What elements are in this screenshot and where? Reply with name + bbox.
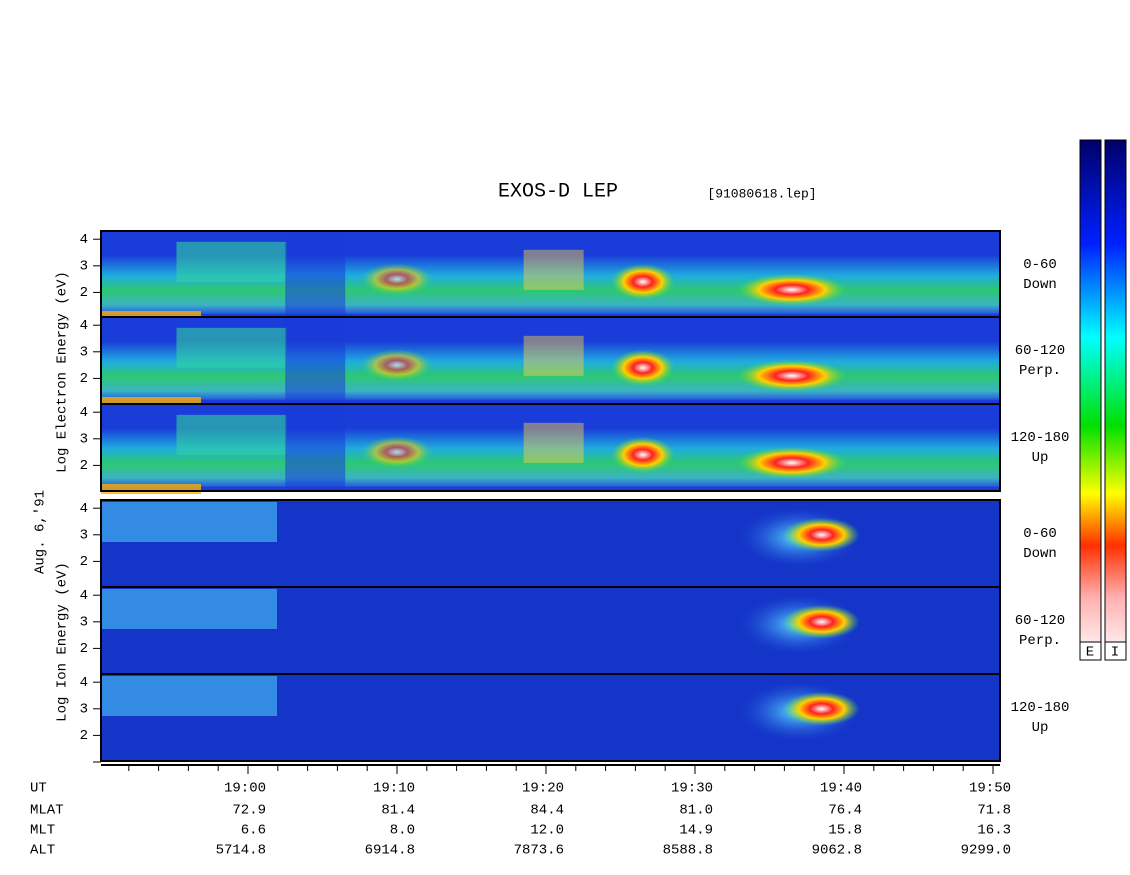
table-cell: 8.0 bbox=[390, 823, 415, 839]
spectrogram-hot bbox=[610, 436, 675, 473]
table-cell: 19:00 bbox=[224, 781, 266, 797]
spectrogram-low bbox=[101, 397, 201, 408]
spectrogram-hot bbox=[610, 263, 675, 300]
y-tick-label: 2 bbox=[80, 285, 88, 301]
table-cell: 15.8 bbox=[828, 823, 862, 839]
colorbar-label: E bbox=[1086, 645, 1094, 661]
spectrogram-hot bbox=[610, 349, 675, 386]
table-cell: 9062.8 bbox=[812, 843, 862, 859]
spectrogram-patch bbox=[101, 589, 277, 629]
spectrogram-hot bbox=[361, 436, 433, 469]
table-cell: 84.4 bbox=[530, 803, 564, 819]
spectrogram-patch bbox=[285, 317, 346, 404]
spectrogram-patch bbox=[285, 231, 346, 318]
table-cell: 19:50 bbox=[969, 781, 1011, 797]
panel-direction: Down bbox=[1023, 546, 1057, 562]
spectrogram-patch bbox=[285, 404, 346, 491]
table-cell: 72.9 bbox=[232, 803, 266, 819]
y-tick-label: 2 bbox=[80, 641, 88, 657]
spectrogram-hot bbox=[736, 359, 847, 392]
table-cell: 8588.8 bbox=[663, 843, 713, 859]
table-cell: 5714.8 bbox=[216, 843, 266, 859]
panel-angle: 60-120 bbox=[1015, 613, 1065, 629]
table-cell: 81.0 bbox=[679, 803, 713, 819]
row-label: MLT bbox=[30, 823, 55, 839]
y-tick-label: 2 bbox=[80, 554, 88, 570]
y-tick-label: 3 bbox=[80, 432, 88, 448]
colorbar-box bbox=[1079, 641, 1102, 661]
panel-frame bbox=[100, 673, 1001, 762]
colorbar-e bbox=[1079, 139, 1102, 661]
panel-direction: Perp. bbox=[1019, 633, 1061, 649]
spectrogram-hot bbox=[361, 349, 433, 382]
y-tick-label: 4 bbox=[80, 405, 88, 421]
y-tick-label: 3 bbox=[80, 528, 88, 544]
table-cell: 19:20 bbox=[522, 781, 564, 797]
panel-angle: 120-180 bbox=[1011, 700, 1070, 716]
spectrogram-hot bbox=[736, 273, 847, 306]
colorbar-label: I bbox=[1111, 645, 1119, 661]
table-cell: 16.3 bbox=[977, 823, 1011, 839]
table-cell: 12.0 bbox=[530, 823, 564, 839]
y-tick-label: 4 bbox=[80, 232, 88, 248]
panel-angle: 0-60 bbox=[1023, 257, 1057, 273]
y-tick-label: 3 bbox=[80, 615, 88, 631]
table-cell: 71.8 bbox=[977, 803, 1011, 819]
y-tick-label: 3 bbox=[80, 259, 88, 275]
spectrogram-patch bbox=[523, 335, 584, 376]
table-cell: 81.4 bbox=[381, 803, 415, 819]
colorbar-box bbox=[1104, 641, 1127, 661]
y-tick-label: 4 bbox=[80, 675, 88, 691]
panel-direction: Up bbox=[1032, 720, 1049, 736]
row-label: MLAT bbox=[30, 803, 64, 819]
table-cell: 76.4 bbox=[828, 803, 862, 819]
electron-axis-label: Log Electron Energy (eV) bbox=[55, 271, 71, 473]
row-label: ALT bbox=[30, 843, 55, 859]
table-cell: 6914.8 bbox=[365, 843, 415, 859]
table-cell: 19:40 bbox=[820, 781, 862, 797]
y-tick-label: 4 bbox=[80, 318, 88, 334]
panel-angle: 60-120 bbox=[1015, 343, 1065, 359]
table-cell: 7873.6 bbox=[514, 843, 564, 859]
table-cell: 19:30 bbox=[671, 781, 713, 797]
title: EXOS-D LEP bbox=[498, 180, 618, 203]
spectrogram-patch bbox=[176, 327, 287, 368]
date-label: Aug. 6,'91 bbox=[33, 490, 49, 574]
y-tick-label: 4 bbox=[80, 501, 88, 517]
panel-direction: Perp. bbox=[1019, 363, 1061, 379]
colorbar-i bbox=[1104, 139, 1127, 661]
y-tick-label: 4 bbox=[80, 588, 88, 604]
row-label: UT bbox=[30, 781, 47, 797]
panel-angle: 120-180 bbox=[1011, 430, 1070, 446]
table-cell: 19:10 bbox=[373, 781, 415, 797]
spectrogram-hot bbox=[736, 446, 847, 479]
spectrogram-hot bbox=[361, 263, 433, 296]
y-tick-label: 3 bbox=[80, 702, 88, 718]
spectrogram-patch bbox=[176, 414, 287, 455]
spectrogram-hot bbox=[783, 691, 860, 726]
y-tick-label: 2 bbox=[80, 728, 88, 744]
spectrogram-hot bbox=[783, 604, 860, 639]
spectrogram-patch bbox=[523, 249, 584, 290]
y-tick-label: 2 bbox=[80, 371, 88, 387]
panel-direction: Down bbox=[1023, 277, 1057, 293]
table-cell: 14.9 bbox=[679, 823, 713, 839]
ion-axis-label: Log Ion Energy (eV) bbox=[55, 562, 71, 722]
file-name: [91080618.lep] bbox=[707, 186, 816, 201]
spectrogram-patch bbox=[101, 676, 277, 716]
spectrogram-patch bbox=[101, 502, 277, 542]
panel-direction: Up bbox=[1032, 450, 1049, 466]
panel-frame bbox=[100, 403, 1001, 492]
spectrogram-patch bbox=[176, 241, 287, 282]
spectrogram-hot bbox=[783, 517, 860, 552]
panel-angle: 0-60 bbox=[1023, 526, 1057, 542]
spectrogram-low bbox=[101, 484, 201, 495]
y-tick-label: 2 bbox=[80, 458, 88, 474]
table-cell: 9299.0 bbox=[961, 843, 1011, 859]
table-cell: 6.6 bbox=[241, 823, 266, 839]
y-tick-label: 3 bbox=[80, 345, 88, 361]
spectrogram-patch bbox=[523, 422, 584, 463]
